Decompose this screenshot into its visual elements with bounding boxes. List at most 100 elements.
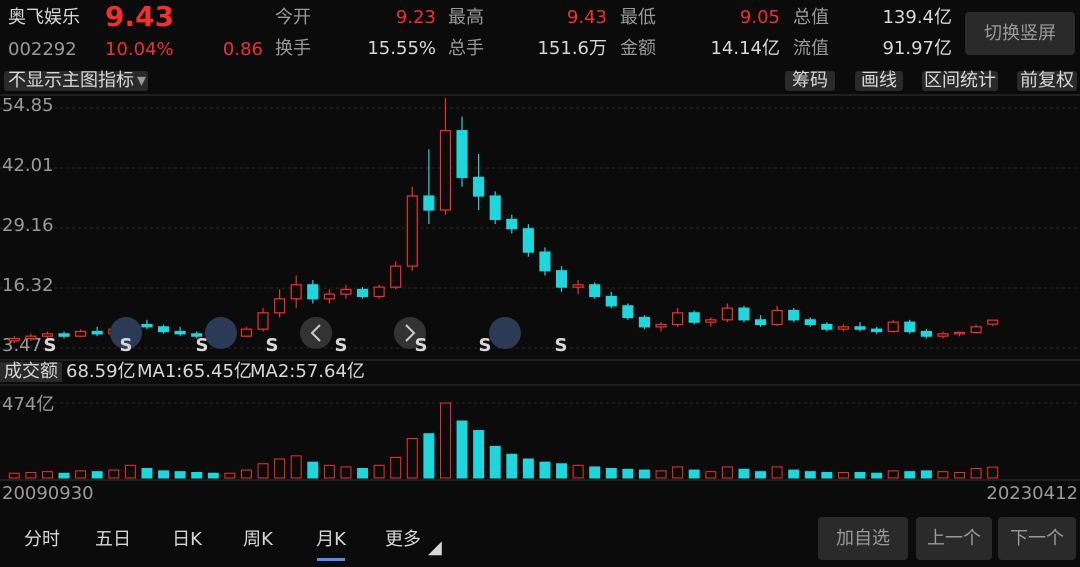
candle-body bbox=[257, 312, 269, 330]
stat-label: 流值 bbox=[793, 38, 829, 59]
stat-label: 最低 bbox=[620, 7, 656, 28]
period-tab[interactable]: 月K bbox=[316, 529, 347, 550]
volume-bar bbox=[290, 455, 302, 479]
stat-label: 总值 bbox=[793, 7, 829, 28]
volume-bar bbox=[25, 471, 37, 479]
candle-body bbox=[307, 284, 319, 300]
footer-button-label: 加自选 bbox=[836, 528, 890, 549]
signal-marker: S bbox=[120, 335, 133, 356]
price: 9.43 bbox=[105, 0, 174, 33]
stat-value: 91.97亿 bbox=[882, 38, 952, 59]
shrink-button[interactable] bbox=[489, 317, 521, 349]
candle-body bbox=[688, 312, 700, 323]
footer-button-label: 下一个 bbox=[1010, 528, 1064, 549]
volume-bar bbox=[75, 470, 87, 479]
volume-bar bbox=[8, 472, 20, 479]
volume-bar bbox=[191, 471, 203, 479]
volume-bar bbox=[622, 468, 634, 479]
volume-bar bbox=[307, 461, 319, 479]
volume-bar bbox=[854, 471, 866, 479]
candle-body bbox=[439, 130, 452, 211]
footer-button[interactable] bbox=[818, 517, 908, 560]
candle-body bbox=[406, 195, 418, 267]
tool-button[interactable] bbox=[855, 71, 903, 91]
tool-label: 前复权 bbox=[1020, 70, 1074, 91]
candle-body bbox=[373, 286, 385, 298]
candle-body bbox=[191, 333, 203, 337]
volume-bar bbox=[987, 466, 999, 479]
volume-bar bbox=[755, 471, 767, 479]
candle-body bbox=[754, 319, 767, 326]
period-tab[interactable]: 五日 bbox=[95, 529, 131, 550]
stat-label: 最高 bbox=[448, 7, 484, 28]
signal-marker: S bbox=[196, 335, 209, 356]
volume-bar bbox=[257, 463, 269, 479]
indicator-label: 不显示主图指标 bbox=[8, 70, 134, 91]
tool-button[interactable] bbox=[785, 71, 835, 91]
volume-bar bbox=[556, 463, 568, 479]
volume-bar bbox=[655, 470, 667, 479]
change: 0.86 bbox=[223, 39, 263, 60]
volume-bar bbox=[373, 464, 385, 479]
stat-value: 9.05 bbox=[740, 7, 780, 28]
tool-label: 画线 bbox=[861, 70, 897, 91]
y-tick-label: 29.16 bbox=[2, 215, 54, 236]
overlay-button[interactable] bbox=[205, 317, 237, 349]
orientation-button[interactable] bbox=[965, 12, 1075, 55]
footer-button-label: 上一个 bbox=[927, 528, 981, 549]
indicator-dropdown[interactable] bbox=[4, 71, 148, 91]
dropdown-arrow: ▾ bbox=[137, 70, 146, 91]
candle-body bbox=[340, 288, 352, 295]
candle-body bbox=[622, 305, 634, 319]
signal-marker: S bbox=[555, 335, 568, 356]
volume-bar bbox=[920, 470, 932, 479]
more-arrow: ◢ bbox=[428, 537, 442, 558]
footer-button[interactable] bbox=[998, 517, 1076, 560]
stat-label: 金额 bbox=[620, 38, 656, 59]
candle-body bbox=[904, 321, 916, 333]
candle-body bbox=[8, 337, 20, 342]
signal-marker: S bbox=[266, 335, 279, 356]
candle-body bbox=[41, 333, 54, 337]
period-tab[interactable]: 日K bbox=[172, 529, 203, 550]
candle-body bbox=[920, 330, 932, 337]
volume-bar bbox=[489, 445, 501, 479]
period-tab[interactable]: 周K bbox=[243, 529, 274, 550]
volume-bar bbox=[821, 471, 833, 479]
tool-label: 筹码 bbox=[792, 70, 828, 91]
volume-bar bbox=[572, 464, 584, 479]
tool-button[interactable] bbox=[1017, 71, 1077, 91]
prev-button[interactable] bbox=[300, 317, 332, 349]
next-button[interactable] bbox=[394, 317, 426, 349]
candle-body bbox=[290, 284, 302, 300]
stat-value: 14.14亿 bbox=[710, 38, 780, 59]
y-tick-label: 474亿 bbox=[2, 394, 54, 415]
candle-body bbox=[572, 284, 584, 288]
candle-body bbox=[605, 295, 617, 307]
period-tab[interactable]: 分时 bbox=[24, 529, 60, 550]
candle-body bbox=[390, 265, 402, 288]
volume-bar bbox=[456, 420, 468, 479]
volume-bar bbox=[224, 472, 236, 479]
candle-body bbox=[589, 284, 601, 298]
volume-bar bbox=[124, 464, 136, 479]
volume-bar bbox=[141, 468, 153, 479]
candle-body bbox=[672, 312, 684, 326]
tool-button[interactable] bbox=[922, 71, 998, 91]
volume-bar bbox=[804, 471, 816, 479]
candle-body bbox=[738, 307, 750, 321]
stat-value: 15.55% bbox=[367, 38, 436, 59]
footer-button[interactable] bbox=[916, 517, 992, 560]
candle-body bbox=[174, 330, 186, 335]
period-tab[interactable]: 更多 bbox=[385, 529, 421, 550]
volume-bar bbox=[423, 433, 435, 479]
overlay-button[interactable] bbox=[110, 317, 142, 349]
candle-body bbox=[323, 293, 335, 300]
candle-body bbox=[953, 331, 966, 335]
ma1: MA1:65.45亿 bbox=[137, 361, 252, 382]
next-icon bbox=[405, 324, 416, 342]
volume-bar bbox=[887, 470, 899, 479]
volume-bar bbox=[771, 466, 783, 479]
prev-icon bbox=[310, 324, 321, 342]
